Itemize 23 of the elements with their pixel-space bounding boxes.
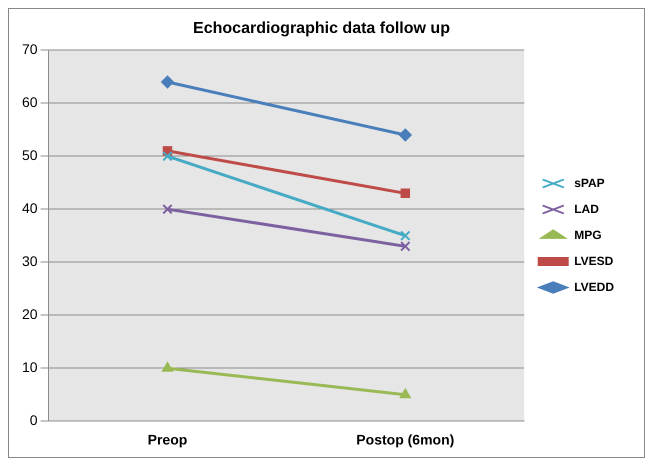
- y-tick-label: 10: [22, 359, 38, 376]
- legend-label: sPAP: [574, 176, 605, 190]
- y-tick-label: 70: [22, 41, 38, 58]
- x-tick-label: Postop (6mon): [356, 431, 454, 448]
- y-tick-label: 20: [22, 306, 38, 322]
- y-tick-label: 30: [22, 253, 38, 270]
- y-tick-label: 0: [30, 412, 38, 428]
- legend-label: LVESD: [574, 254, 614, 268]
- y-tick-label: 40: [22, 200, 38, 216]
- point: [400, 188, 410, 198]
- point: [160, 76, 174, 88]
- legend-label: LVEDD: [574, 280, 614, 294]
- legend-label: MPG: [574, 228, 602, 242]
- point: [400, 230, 411, 241]
- y-tick-label: 60: [22, 94, 38, 110]
- point: [398, 128, 412, 142]
- x-tick-label: Preop: [148, 431, 188, 448]
- chart-title: Echocardiographic data follow up: [193, 20, 450, 38]
- point: [162, 150, 173, 162]
- legend-label: LAD: [574, 202, 600, 216]
- y-tick-label: 50: [22, 147, 38, 164]
- point: [162, 204, 173, 214]
- point: [400, 241, 411, 252]
